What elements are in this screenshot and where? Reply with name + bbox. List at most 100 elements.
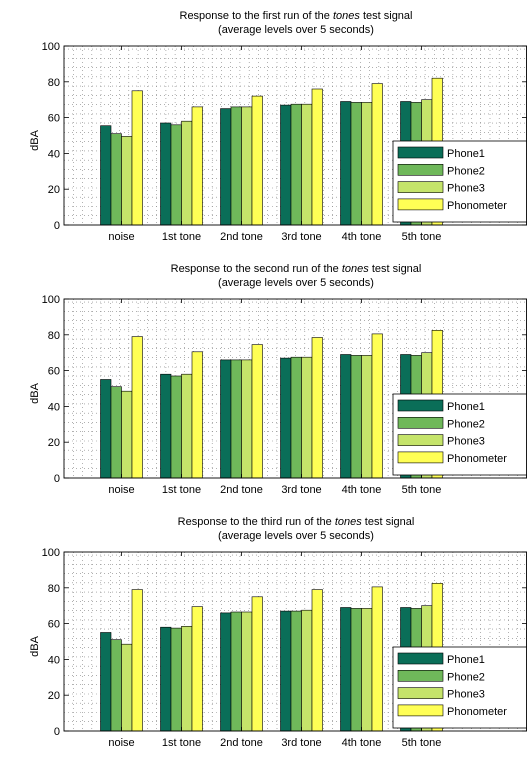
bar-phone1-1: [160, 122, 172, 226]
y-axis-label: dBA: [29, 382, 41, 403]
bar-phone2-0: [110, 386, 122, 479]
y-tick-label: 20: [48, 437, 60, 449]
bar-phonometer-1: [191, 351, 203, 479]
bar-phone1-2: [220, 359, 232, 479]
legend-label-phonometer: Phonometer: [447, 453, 507, 465]
bar-phonometer-4: [371, 333, 383, 479]
legend-swatch-phonometer: [397, 198, 444, 211]
bar-phonometer-1: [191, 606, 203, 732]
bar-phone3-2: [241, 106, 253, 226]
chart-title-part: tones: [342, 263, 369, 275]
legend-label-phone3: Phone3: [447, 689, 485, 701]
chart-panel-2: Response to the second run of the tones …: [0, 253, 527, 506]
y-tick-label: 40: [48, 401, 60, 413]
x-tick-label: 5th tone: [402, 484, 442, 496]
legend-label-phone2: Phone2: [447, 418, 485, 430]
chart-2-svg: Response to the second run of the tones …: [29, 263, 527, 496]
legend-label-phonometer: Phonometer: [447, 200, 507, 212]
x-tick-label: 1st tone: [162, 484, 201, 496]
bar-phone3-4: [361, 608, 373, 732]
x-tick-label: 3rd tone: [281, 484, 321, 496]
bar-phone2-0: [110, 133, 122, 226]
bar-phonometer-0: [131, 336, 143, 479]
x-tick-label: 1st tone: [162, 231, 201, 243]
bar-phone2-2: [230, 106, 242, 226]
y-tick-label: 60: [48, 619, 60, 631]
bar-phone1-3: [280, 357, 292, 479]
bar-phone3-3: [301, 356, 313, 479]
y-tick-label: 0: [54, 220, 60, 232]
bar-phonometer-2: [251, 344, 263, 479]
bar-phonometer-0: [131, 589, 143, 732]
y-tick-label: 40: [48, 654, 60, 666]
bar-phone2-1: [170, 124, 182, 226]
bar-phone1-3: [280, 610, 292, 732]
legend-label-phonometer: Phonometer: [447, 706, 507, 718]
chart-panel-1: Response to the first run of the tones t…: [0, 0, 527, 253]
bar-phonometer-4: [371, 586, 383, 732]
legend-swatch-phonometer: [397, 704, 444, 717]
bar-phonometer-4: [371, 83, 383, 226]
legend: Phone1 Phone2 Phone3 Phonometer: [392, 140, 527, 223]
legend-swatch-phonometer: [397, 451, 444, 464]
y-axis-label: dBA: [29, 129, 41, 150]
chart-title-part: Response to the first run of the: [180, 10, 333, 22]
x-tick-label: 4th tone: [342, 737, 382, 749]
bar-phonometer-3: [311, 589, 323, 732]
x-tick-label: 5th tone: [402, 737, 442, 749]
bar-phone2-3: [290, 610, 302, 732]
legend-label-phone3: Phone3: [447, 436, 485, 448]
bar-phone2-4: [350, 355, 362, 479]
legend-swatch-phone1: [397, 652, 444, 665]
x-tick-label: 4th tone: [342, 484, 382, 496]
bar-phone1-2: [220, 108, 232, 226]
y-tick-label: 100: [42, 294, 60, 306]
bar-phonometer-2: [251, 596, 263, 732]
bar-phone1-1: [160, 626, 172, 732]
chart-title-part: tones: [335, 516, 362, 528]
legend-label-phone1: Phone1: [447, 148, 485, 160]
bar-phone3-2: [241, 359, 253, 479]
bar-phone2-3: [290, 356, 302, 479]
legend-label-phone2: Phone2: [447, 671, 485, 683]
x-tick-label: 2nd tone: [220, 484, 263, 496]
chart-panel-3: Response to the third run of the tones t…: [0, 506, 527, 760]
x-tick-label: 2nd tone: [220, 737, 263, 749]
chart-title-part: test signal: [360, 10, 413, 22]
y-tick-label: 80: [48, 583, 60, 595]
legend-swatch-phone2: [397, 417, 444, 429]
y-tick-label: 0: [54, 726, 60, 738]
x-tick-label: noise: [108, 737, 134, 749]
y-tick-label: 60: [48, 366, 60, 378]
y-tick-label: 60: [48, 113, 60, 125]
y-tick-label: 100: [42, 547, 60, 559]
x-tick-label: 5th tone: [402, 231, 442, 243]
y-tick-label: 100: [42, 41, 60, 53]
bar-phone2-3: [290, 103, 302, 226]
bar-phone3-4: [361, 355, 373, 479]
bar-phone3-0: [121, 136, 133, 226]
legend-label-phone1: Phone1: [447, 401, 485, 413]
x-tick-label: noise: [108, 231, 134, 243]
legend-swatch-phone3: [397, 687, 444, 699]
legend-label-phone1: Phone1: [447, 654, 485, 666]
y-tick-label: 0: [54, 473, 60, 485]
bar-phone3-1: [181, 626, 193, 732]
x-tick-label: 3rd tone: [281, 737, 321, 749]
y-tick-label: 20: [48, 184, 60, 196]
y-tick-label: 80: [48, 330, 60, 342]
x-tick-label: 1st tone: [162, 737, 201, 749]
y-axis-label: dBA: [29, 635, 41, 656]
legend-swatch-phone3: [397, 181, 444, 193]
chart-title-part: test signal: [369, 263, 422, 275]
bar-phonometer-3: [311, 88, 323, 226]
bar-phone2-1: [170, 375, 182, 479]
bar-phone3-3: [301, 609, 313, 732]
chart-title: Response to the second run of the tones …: [171, 263, 422, 275]
x-tick-label: 3rd tone: [281, 231, 321, 243]
bar-phone1-2: [220, 612, 232, 732]
legend: Phone1 Phone2 Phone3 Phonometer: [392, 393, 527, 476]
bar-phone1-4: [340, 354, 352, 479]
legend-swatch-phone1: [397, 399, 444, 412]
legend: Phone1 Phone2 Phone3 Phonometer: [392, 646, 527, 729]
